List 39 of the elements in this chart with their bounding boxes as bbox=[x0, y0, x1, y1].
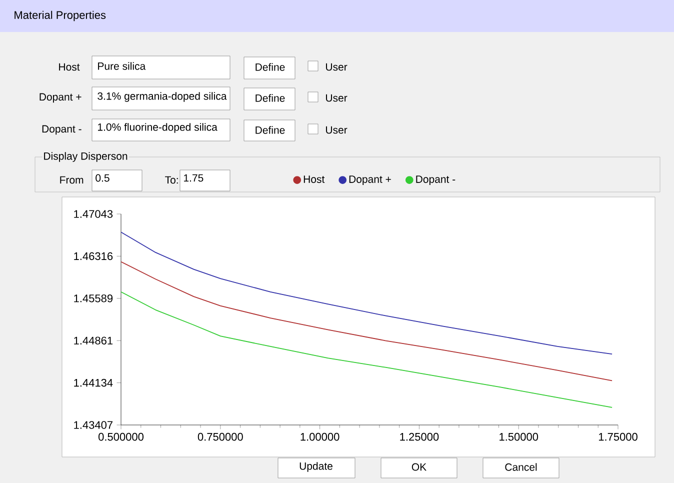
x-tick-label: 1.00000 bbox=[300, 432, 340, 441]
line-series bbox=[121, 261, 612, 382]
text: Pure silica bbox=[98, 62, 146, 70]
text: Define bbox=[256, 94, 285, 102]
line-series bbox=[121, 232, 612, 354]
legend-label: Dopant + bbox=[349, 176, 391, 186]
text: Define bbox=[256, 63, 285, 71]
y-tick-label: 1.43407 bbox=[74, 421, 112, 429]
text: 0.5 bbox=[96, 174, 110, 182]
y-tick-label: 1.47043 bbox=[74, 210, 113, 218]
chart-title: Material Properties bbox=[14, 10, 106, 22]
text: User bbox=[326, 126, 348, 134]
legend-label: Dopant - bbox=[416, 176, 456, 186]
x-tick-label: 0.500000 bbox=[98, 432, 144, 441]
text: Cancel bbox=[505, 463, 537, 471]
text: 3.1% germania-doped silica bbox=[98, 92, 227, 102]
text: Dopant - bbox=[42, 125, 82, 135]
text: Define bbox=[256, 126, 285, 134]
y-tick-label: 1.45589 bbox=[74, 294, 113, 302]
text: From bbox=[60, 176, 84, 184]
text: 1.0% fluorine-doped silica bbox=[98, 123, 218, 133]
x-tick-label: 1.50000 bbox=[500, 432, 538, 441]
text: 1.75 bbox=[184, 174, 204, 182]
x-tick-label: 1.75000 bbox=[598, 432, 638, 441]
text: To: bbox=[165, 176, 178, 184]
text: User bbox=[326, 63, 348, 71]
text: Dopant + bbox=[40, 93, 82, 103]
y-tick-label: 1.46316 bbox=[74, 252, 113, 260]
text: Update bbox=[300, 462, 332, 472]
text: OK bbox=[412, 463, 426, 471]
y-tick-label: 1.44861 bbox=[74, 336, 113, 345]
legend-label: Host bbox=[304, 176, 325, 183]
x-tick-label: 1.25000 bbox=[400, 432, 439, 441]
line-series bbox=[121, 291, 612, 408]
text: Host bbox=[59, 63, 80, 71]
x-tick-label: 0.750000 bbox=[198, 432, 243, 441]
y-tick-label: 1.44134 bbox=[74, 378, 113, 387]
text: User bbox=[326, 94, 348, 102]
text: Display Disperson bbox=[44, 152, 128, 162]
